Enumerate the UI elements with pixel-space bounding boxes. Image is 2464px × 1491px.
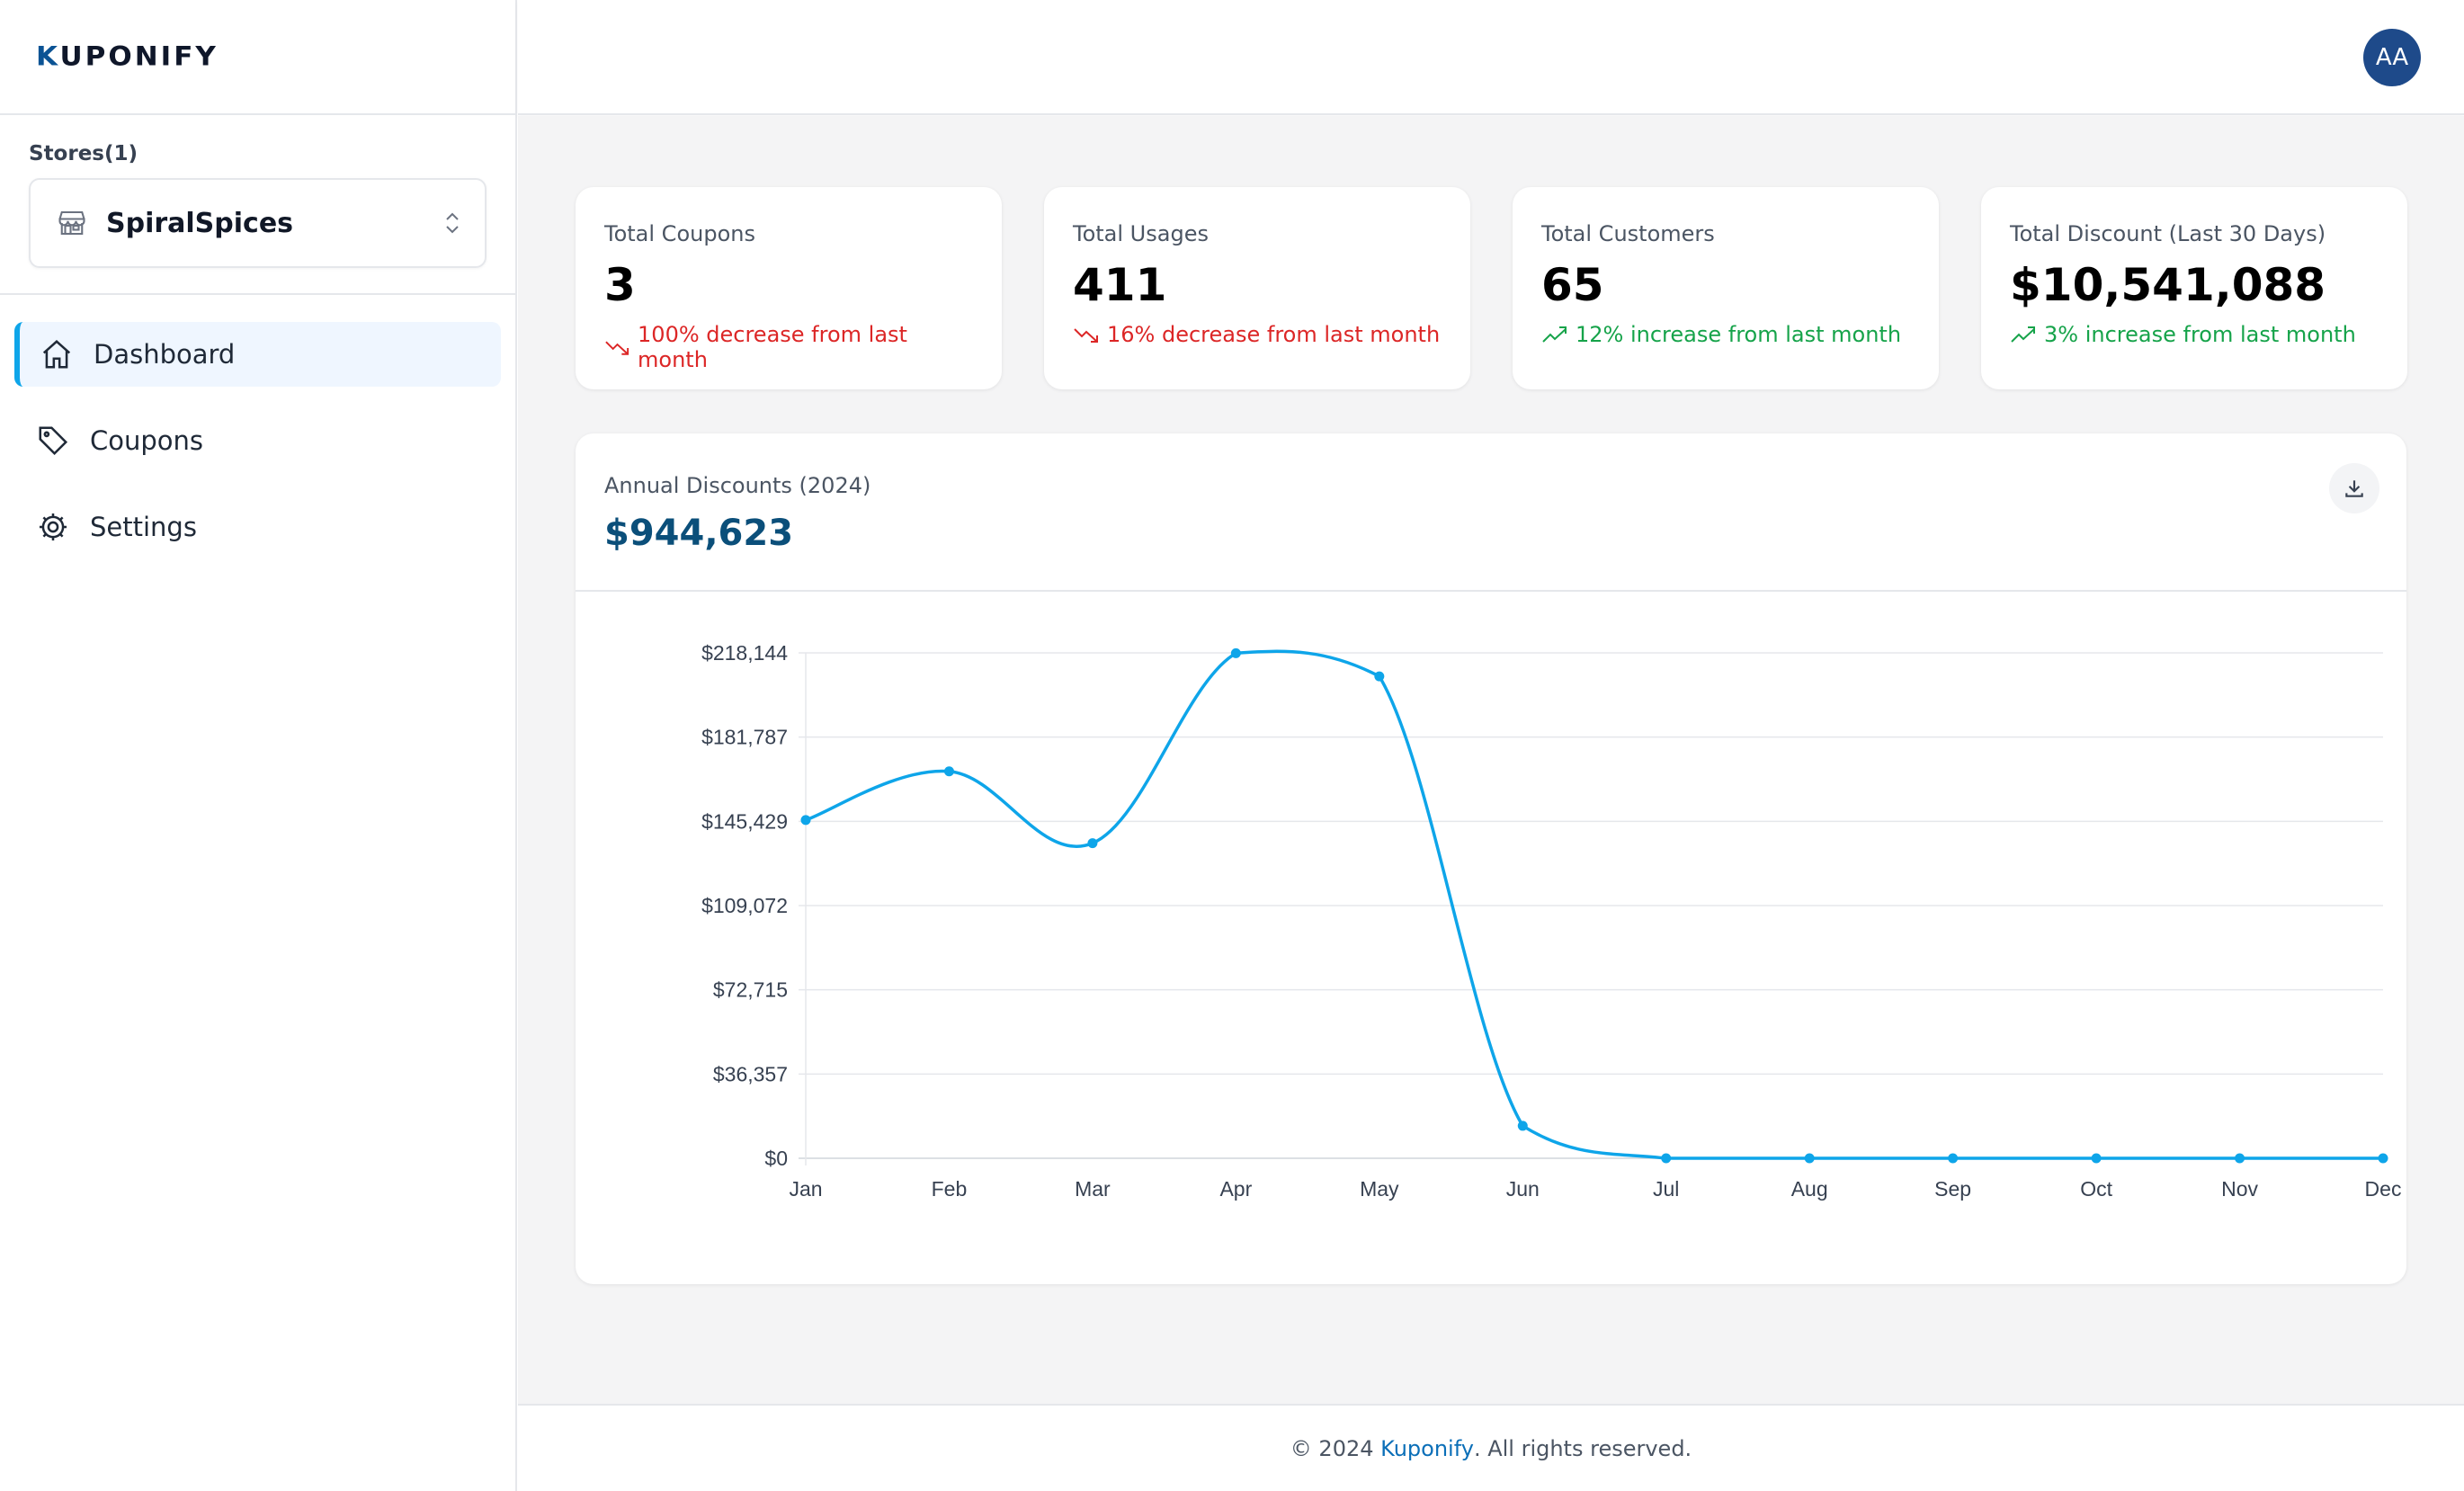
sidebar-nav: Dashboard Coupons Settings <box>0 295 515 559</box>
logo-letter-k: K <box>36 40 60 73</box>
dashboard-main: Total Coupons 3 100% decrease from last … <box>518 116 2464 1404</box>
stat-change: 16% decrease from last month <box>1073 322 1442 347</box>
stat-label: Total Usages <box>1073 221 1209 246</box>
data-point[interactable] <box>943 766 954 777</box>
series-line <box>805 649 2383 1160</box>
stat-value: 3 <box>604 259 636 311</box>
store-selector[interactable]: SpiralSpices <box>29 178 487 268</box>
data-point[interactable] <box>1230 647 1241 658</box>
y-tick-label: $36,357 <box>713 1062 788 1085</box>
sidebar: KUPONIFY Stores(1) SpiralSpices Dashboa <box>0 0 517 1491</box>
data-point[interactable] <box>2091 1153 2102 1164</box>
annual-discounts-card: Annual Discounts (2024) $944,623 $0 $36,3… <box>576 433 2406 1284</box>
store-name: SpiralSpices <box>106 207 294 239</box>
top-header: AA <box>518 0 2464 115</box>
gear-icon <box>39 513 67 541</box>
store-icon <box>58 210 85 236</box>
stat-change: 3% increase from last month <box>2010 322 2379 347</box>
stat-card-total-discount: Total Discount (Last 30 Days) $10,541,08… <box>1981 187 2407 389</box>
x-tick-label: Nov <box>2221 1177 2258 1201</box>
x-tick-label: Oct <box>2080 1177 2112 1201</box>
x-tick-label: Jun <box>1506 1177 1540 1201</box>
download-button[interactable] <box>2329 463 2379 513</box>
sidebar-item-dashboard[interactable]: Dashboard <box>14 322 501 387</box>
x-tick-label: May <box>1360 1177 1399 1201</box>
logo-text: UPONIFY <box>59 40 219 73</box>
trend-down-icon <box>1074 328 1098 343</box>
data-point[interactable] <box>1661 1153 1672 1164</box>
stat-value: 411 <box>1073 259 1167 311</box>
x-tick-label: Jul <box>1653 1177 1679 1201</box>
stat-change-text: 3% increase from last month <box>2044 322 2356 347</box>
data-point[interactable] <box>800 815 811 826</box>
footer-kuponify-link[interactable]: Kuponify <box>1380 1435 1474 1461</box>
download-icon <box>2345 480 2363 497</box>
x-tick-label: Aug <box>1791 1177 1828 1201</box>
logo-area: KUPONIFY <box>0 0 515 115</box>
x-tick-label: Mar <box>1075 1177 1111 1201</box>
user-avatar[interactable]: AA <box>2363 29 2421 86</box>
chart-total-value: $944,623 <box>604 513 794 554</box>
x-tick-label: Sep <box>1934 1177 1971 1201</box>
data-point[interactable] <box>1804 1153 1815 1164</box>
y-tick-label: $218,144 <box>701 641 788 665</box>
line-chart: $0 $36,357 $72,715 $109,072 $145,429 $181,787… <box>701 641 2402 1201</box>
stat-label: Total Customers <box>1541 221 1715 246</box>
stat-change-text: 16% decrease from last month <box>1107 322 1441 347</box>
stat-change: 12% increase from last month <box>1541 322 1910 347</box>
y-tick-label: $181,787 <box>701 726 788 749</box>
chart-title: Annual Discounts (2024) <box>604 473 871 498</box>
data-point[interactable] <box>1087 838 1098 849</box>
stat-label: Total Coupons <box>604 221 755 246</box>
stat-label: Total Discount (Last 30 Days) <box>2010 221 2326 246</box>
stat-value: $10,541,088 <box>2010 259 2326 311</box>
kuponify-logo[interactable]: KUPONIFY <box>36 41 219 72</box>
stat-value: 65 <box>1541 259 1604 311</box>
stat-card-total-coupons: Total Coupons 3 100% decrease from last … <box>576 187 1002 389</box>
stores-label: Stores(1) <box>29 142 138 165</box>
chevron-up-down-icon <box>446 212 459 234</box>
sidebar-item-settings[interactable]: Settings <box>14 495 501 559</box>
sidebar-item-label: Settings <box>90 512 197 542</box>
x-tick-label: Dec <box>2365 1177 2402 1201</box>
stat-card-total-usages: Total Usages 411 16% decrease from last … <box>1044 187 1470 389</box>
footer: © 2024 Kuponify. All rights reserved. <box>518 1404 2464 1491</box>
y-tick-label: $0 <box>764 1147 788 1170</box>
data-point[interactable] <box>1517 1120 1528 1131</box>
data-point[interactable] <box>2235 1153 2245 1164</box>
sidebar-item-coupons[interactable]: Coupons <box>14 408 501 473</box>
x-tick-label: Feb <box>932 1177 968 1201</box>
stat-change-text: 12% increase from last month <box>1576 322 1902 347</box>
trend-up-icon <box>2011 326 2035 343</box>
chart-header: Annual Discounts (2024) $944,623 <box>576 433 2406 592</box>
data-point[interactable] <box>1948 1153 1959 1164</box>
home-icon <box>42 340 71 369</box>
y-tick-label: $72,715 <box>713 978 788 1002</box>
y-tick-label: $145,429 <box>701 809 788 833</box>
y-tick-label: $109,072 <box>701 894 788 917</box>
stat-change-text: 100% decrease from last month <box>638 322 907 372</box>
trend-up-icon <box>1542 326 1567 343</box>
stat-card-total-customers: Total Customers 65 12% increase from las… <box>1513 187 1939 389</box>
data-point[interactable] <box>2378 1153 2388 1164</box>
footer-copyright-prefix: © 2024 <box>1290 1435 1374 1461</box>
sidebar-item-label: Coupons <box>90 425 204 456</box>
x-tick-label: Jan <box>789 1177 822 1201</box>
stat-change: 100% decrease from last month <box>604 322 973 372</box>
stores-section: Stores(1) SpiralSpices <box>0 115 515 295</box>
trend-down-icon <box>605 341 629 355</box>
x-tick-label: Apr <box>1219 1177 1252 1201</box>
tag-icon <box>39 426 68 456</box>
data-point[interactable] <box>1374 671 1385 682</box>
sidebar-item-label: Dashboard <box>94 339 236 370</box>
footer-copyright-suffix: . All rights reserved. <box>1473 1435 1692 1461</box>
